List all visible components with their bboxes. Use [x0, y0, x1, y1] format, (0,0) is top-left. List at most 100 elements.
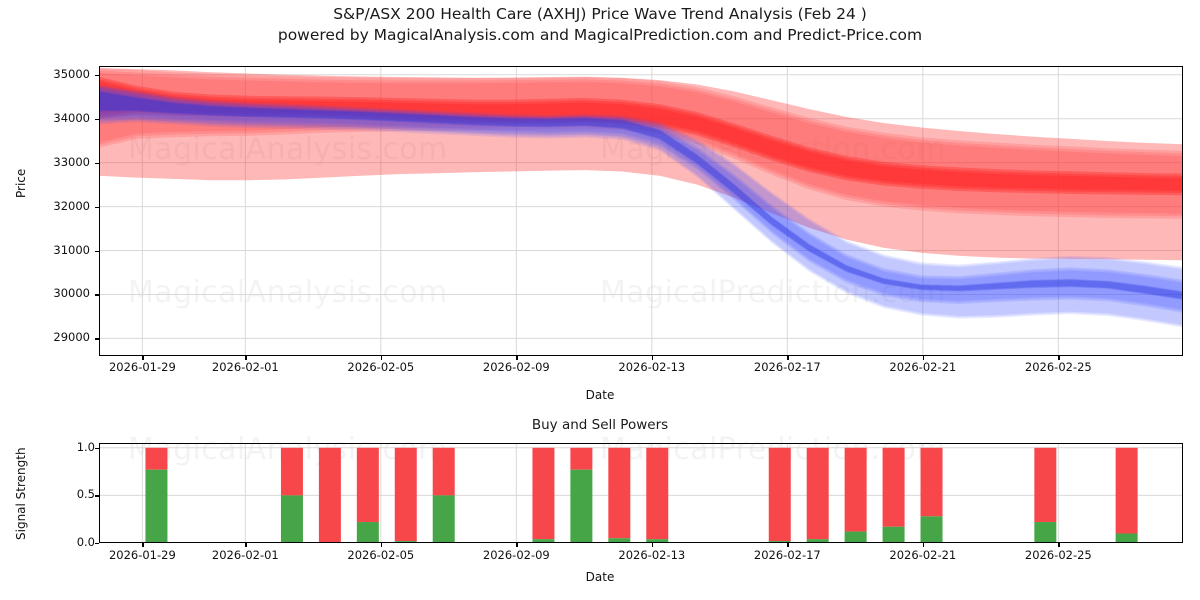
power-bar: [920, 447, 943, 543]
main-y-tickmark: [95, 338, 99, 340]
power-x-tickmark: [516, 543, 518, 547]
main-x-tick: 2026-02-01: [211, 360, 279, 374]
price-band-red-band-mid: [99, 70, 1183, 217]
sell-power-segment: [646, 447, 669, 540]
main-x-tickmark: [380, 356, 383, 360]
sell-power-segment: [356, 447, 379, 523]
price-band-blue-band-outer: [99, 84, 1183, 325]
power-y-tick: 0.0: [76, 535, 95, 549]
buy-power-segment: [1115, 533, 1138, 543]
power-bar: [646, 447, 669, 543]
main-y-tickmark: [95, 250, 99, 252]
main-y-tick: 34000: [53, 110, 90, 125]
sell-power-segment: [570, 447, 593, 470]
buy-power-segment: [356, 522, 379, 543]
main-x-tick: 2026-02-17: [753, 360, 821, 374]
power-bar: [608, 447, 631, 543]
page-title: S&P/ASX 200 Health Care (AXHJ) Price Wav…: [0, 4, 1200, 46]
buy-power-segment: [145, 469, 168, 543]
price-band-blue-band-mid: [99, 86, 1183, 310]
main-plot-frame: [99, 66, 1183, 356]
price-band-red-band-mid: [99, 73, 1183, 219]
power-x-tick: 2026-01-29: [108, 548, 176, 562]
title-line-1: S&P/ASX 200 Health Care (AXHJ) Price Wav…: [333, 5, 867, 23]
power-y-axis-label: Signal Strength: [14, 447, 28, 540]
sell-power-segment: [318, 447, 341, 543]
power-plot-frame: [99, 443, 1183, 543]
sell-power-segment: [1115, 447, 1138, 534]
buy-power-segment: [882, 526, 905, 543]
title-line-2: powered by MagicalAnalysis.com and Magic…: [277, 26, 923, 44]
buy-sell-powers-plot: [99, 443, 1183, 543]
main-x-tickmark: [245, 356, 247, 360]
power-x-tick: 2026-02-21: [889, 548, 957, 562]
power-x-axis-label: Date: [585, 570, 615, 584]
main-x-tickmark: [516, 356, 518, 360]
buy-power-segment: [532, 539, 555, 543]
power-bar: [882, 447, 905, 543]
sell-power-segment: [844, 447, 867, 532]
buy-power-segment: [570, 469, 593, 543]
power-x-tick: 2026-02-09: [482, 548, 550, 562]
main-x-axis-label: Date: [585, 388, 615, 402]
main-x-tick: 2026-02-05: [347, 360, 415, 374]
sell-power-segment: [280, 447, 303, 496]
main-y-tick: 35000: [53, 66, 90, 81]
main-x-tickmark: [142, 356, 144, 360]
power-x-tick: 2026-02-01: [211, 548, 279, 562]
main-x-tick: 2026-02-21: [889, 360, 957, 374]
power-y-tick: 1.0: [76, 439, 95, 454]
sell-power-segment: [806, 447, 829, 540]
main-x-tickmark: [1058, 356, 1060, 360]
sell-power-segment: [394, 447, 417, 542]
price-band-blue-band-core: [99, 92, 1183, 300]
buy-power-segment: [280, 495, 303, 543]
main-y-tick: 33000: [53, 154, 90, 169]
power-bar: [844, 447, 867, 543]
main-x-tickmark: [787, 356, 789, 360]
power-y-tickmark: [95, 495, 99, 497]
main-x-tick: 2026-02-25: [1024, 360, 1092, 374]
power-y-tickmark: [95, 543, 99, 545]
power-bar: [806, 447, 829, 543]
power-y-tickmark: [95, 447, 99, 449]
price-band-blue-band-core: [99, 90, 1183, 299]
buy-power-segment: [844, 531, 867, 543]
sell-power-segment: [920, 447, 943, 517]
main-x-tickmark: [651, 356, 654, 360]
price-band-red-band-outer: [99, 68, 1183, 261]
price-band-blue-band-outer: [99, 85, 1183, 327]
sell-power-segment: [145, 447, 168, 470]
power-x-tick: 2026-02-25: [1024, 548, 1092, 562]
power-chart-title: Buy and Sell Powers: [531, 417, 669, 433]
buy-power-segment: [646, 539, 669, 543]
buy-power-segment: [432, 495, 455, 543]
power-x-tick: 2026-02-05: [347, 548, 415, 562]
price-band-blue-band-mid: [99, 89, 1183, 313]
power-x-tick: 2026-02-13: [618, 548, 686, 562]
sell-power-segment: [882, 447, 905, 527]
price-band-red-band-core: [99, 76, 1183, 191]
power-bar: [1034, 447, 1057, 543]
power-bar: [532, 447, 555, 543]
main-y-tick: 32000: [53, 198, 90, 213]
power-bar: [280, 447, 303, 543]
price-wave-plot: [99, 66, 1183, 356]
power-bar: [356, 447, 379, 543]
main-y-tick: 29000: [53, 330, 90, 345]
power-x-tickmark: [922, 543, 925, 547]
price-band-red-band-outer: [99, 68, 1183, 261]
power-x-tickmark: [651, 543, 654, 547]
buy-power-segment: [1034, 522, 1057, 543]
price-band-blue-band-mid: [99, 88, 1183, 312]
price-band-red-band-outer: [99, 68, 1183, 261]
main-y-axis-label: Price: [14, 168, 28, 198]
power-bar: [145, 447, 168, 543]
power-x-tickmark: [380, 543, 383, 547]
main-y-tick: 30000: [53, 286, 90, 301]
price-band-blue-band-outer: [99, 87, 1183, 328]
buy-power-segment: [806, 539, 829, 543]
power-x-tickmark: [787, 543, 789, 547]
main-y-tickmark: [95, 74, 99, 76]
